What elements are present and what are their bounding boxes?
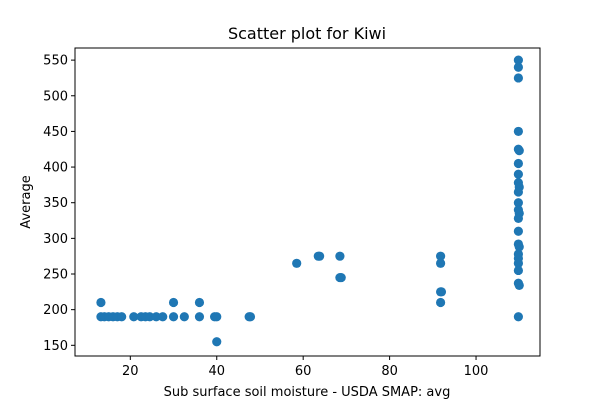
data-point bbox=[513, 258, 523, 268]
data-point bbox=[513, 265, 523, 276]
y-tick-label: 450 bbox=[43, 125, 68, 140]
data-point bbox=[514, 280, 524, 291]
data-point bbox=[513, 198, 523, 208]
data-point bbox=[436, 258, 446, 268]
data-point bbox=[513, 126, 523, 137]
chart-title: Scatter plot for Kiwi bbox=[228, 24, 386, 43]
y-tick-label: 150 bbox=[43, 339, 68, 354]
plot-area-frame bbox=[74, 47, 541, 357]
data-point bbox=[436, 297, 446, 308]
data-point bbox=[513, 169, 523, 179]
data-point bbox=[513, 187, 523, 197]
data-point bbox=[336, 272, 346, 283]
data-point bbox=[168, 312, 179, 322]
data-point bbox=[168, 297, 179, 308]
data-point bbox=[335, 251, 345, 261]
y-axis-label: Average bbox=[19, 175, 34, 228]
data-point bbox=[194, 312, 205, 322]
data-point bbox=[212, 312, 222, 322]
data-point bbox=[151, 312, 161, 322]
x-tick-label: 20 bbox=[122, 364, 139, 379]
y-tick-label: 550 bbox=[43, 54, 68, 69]
data-point bbox=[96, 297, 106, 308]
y-tick-label: 350 bbox=[43, 196, 68, 211]
x-axis-ticks: 20 40 60 80 100 bbox=[122, 356, 488, 379]
x-tick-label: 80 bbox=[381, 364, 398, 379]
data-point bbox=[436, 287, 447, 297]
data-point bbox=[145, 312, 155, 322]
y-tick-label: 200 bbox=[43, 303, 68, 318]
data-point bbox=[513, 73, 523, 83]
data-point bbox=[179, 312, 189, 322]
data-point bbox=[514, 242, 524, 252]
x-tick-label: 40 bbox=[208, 364, 225, 379]
data-point bbox=[129, 312, 139, 322]
data-point bbox=[212, 337, 222, 347]
data-point bbox=[315, 251, 325, 261]
data-point bbox=[292, 258, 302, 268]
x-tick-label: 60 bbox=[295, 364, 312, 379]
data-point bbox=[245, 312, 256, 322]
data-point bbox=[513, 158, 523, 169]
data-point bbox=[194, 297, 205, 308]
y-tick-label: 400 bbox=[43, 161, 68, 176]
x-tick-label: 100 bbox=[464, 364, 489, 379]
data-point bbox=[513, 62, 523, 72]
data-point bbox=[513, 312, 523, 322]
y-tick-label: 300 bbox=[43, 232, 68, 247]
data-point bbox=[514, 146, 524, 156]
data-point bbox=[117, 312, 127, 322]
data-point bbox=[158, 312, 168, 322]
y-tick-label: 250 bbox=[43, 268, 68, 283]
data-point bbox=[513, 226, 523, 236]
data-point bbox=[513, 213, 523, 223]
y-tick-label: 500 bbox=[43, 89, 68, 104]
x-axis-label: Sub surface soil moisture - USDA SMAP: a… bbox=[164, 385, 451, 400]
data-point bbox=[436, 251, 446, 261]
data-point bbox=[513, 55, 523, 65]
data-points bbox=[96, 55, 524, 347]
y-axis-ticks: 150 200 250 300 350 400 450 500 550 bbox=[43, 54, 75, 354]
